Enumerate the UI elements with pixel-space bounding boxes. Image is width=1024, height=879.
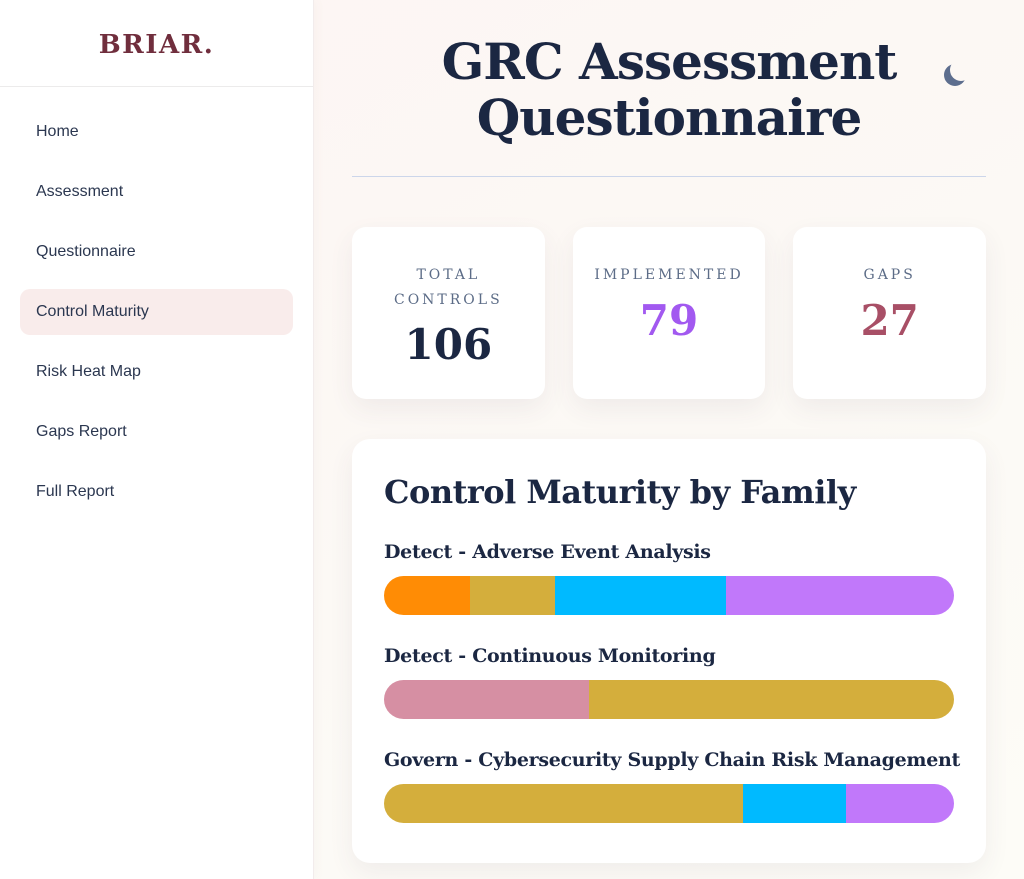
bar-segment bbox=[589, 680, 954, 719]
stat-card-implemented: IMPLEMENTED 79 bbox=[572, 227, 766, 399]
stat-value: 106 bbox=[404, 320, 493, 369]
maturity-bar bbox=[384, 680, 954, 719]
main-content: GRC Assessment Questionnaire TOTAL CONTR… bbox=[314, 0, 1024, 879]
sidebar-item-questionnaire[interactable]: Questionnaire bbox=[36, 243, 136, 260]
theme-toggle-button[interactable] bbox=[938, 50, 978, 90]
stat-label: TOTAL CONTROLS bbox=[393, 267, 503, 308]
maturity-bars: Detect - Adverse Event Analysis Detect - … bbox=[384, 541, 961, 823]
sidebar-item-gaps-report[interactable]: Gaps Report bbox=[36, 423, 127, 440]
family-row: Detect - Adverse Event Analysis bbox=[384, 541, 954, 615]
stat-card-gaps: GAPS 27 bbox=[793, 227, 987, 399]
maturity-card-title: Control Maturity by Family bbox=[384, 473, 856, 511]
page-header: GRC Assessment Questionnaire bbox=[352, 26, 986, 146]
sidebar-item-full-report[interactable]: Full Report bbox=[36, 483, 115, 500]
sidebar-nav: Home Assessment Questionnaire Control Ma… bbox=[0, 87, 313, 551]
sidebar-item-control-maturity[interactable]: Control Maturity bbox=[20, 289, 293, 335]
stat-label: GAPS bbox=[863, 267, 916, 283]
bar-segment bbox=[726, 576, 954, 615]
stat-value: 79 bbox=[639, 295, 699, 345]
stats-row: TOTAL CONTROLS 106 IMPLEMENTED 79 GAPS 2… bbox=[352, 227, 987, 399]
page-title: GRC Assessment Questionnaire bbox=[441, 32, 898, 147]
family-label: Detect - Adverse Event Analysis bbox=[384, 541, 711, 563]
sidebar-item-risk-heat-map[interactable]: Risk Heat Map bbox=[36, 363, 141, 380]
sidebar: BRIAR. Home Assessment Questionnaire Con… bbox=[0, 0, 314, 879]
bar-segment bbox=[845, 784, 954, 823]
family-row: Detect - Continuous Monitoring bbox=[384, 645, 954, 719]
bar-segment bbox=[384, 680, 590, 719]
bar-segment bbox=[555, 576, 726, 615]
header-divider bbox=[352, 176, 986, 177]
maturity-bar bbox=[384, 576, 954, 615]
family-label: Govern - Cybersecurity Supply Chain Risk… bbox=[384, 749, 961, 771]
stat-card-total-controls: TOTAL CONTROLS 106 bbox=[352, 227, 545, 399]
maturity-bar bbox=[384, 784, 954, 823]
stat-label: IMPLEMENTED bbox=[594, 267, 744, 283]
family-label: Detect - Continuous Monitoring bbox=[384, 645, 716, 667]
sidebar-item-home[interactable]: Home bbox=[36, 123, 79, 140]
stat-value: 27 bbox=[860, 295, 919, 345]
moon-icon bbox=[950, 59, 972, 81]
family-row: Govern - Cybersecurity Supply Chain Risk… bbox=[384, 749, 961, 823]
bar-segment bbox=[384, 784, 744, 823]
brand-logo: BRIAR. bbox=[98, 30, 215, 60]
bar-segment bbox=[469, 576, 555, 615]
bar-segment bbox=[743, 784, 846, 823]
bar-segment bbox=[384, 576, 470, 615]
sidebar-item-assessment[interactable]: Assessment bbox=[36, 183, 124, 200]
maturity-card: Control Maturity by Family Detect - Adve… bbox=[352, 439, 986, 863]
sidebar-divider bbox=[0, 86, 313, 87]
